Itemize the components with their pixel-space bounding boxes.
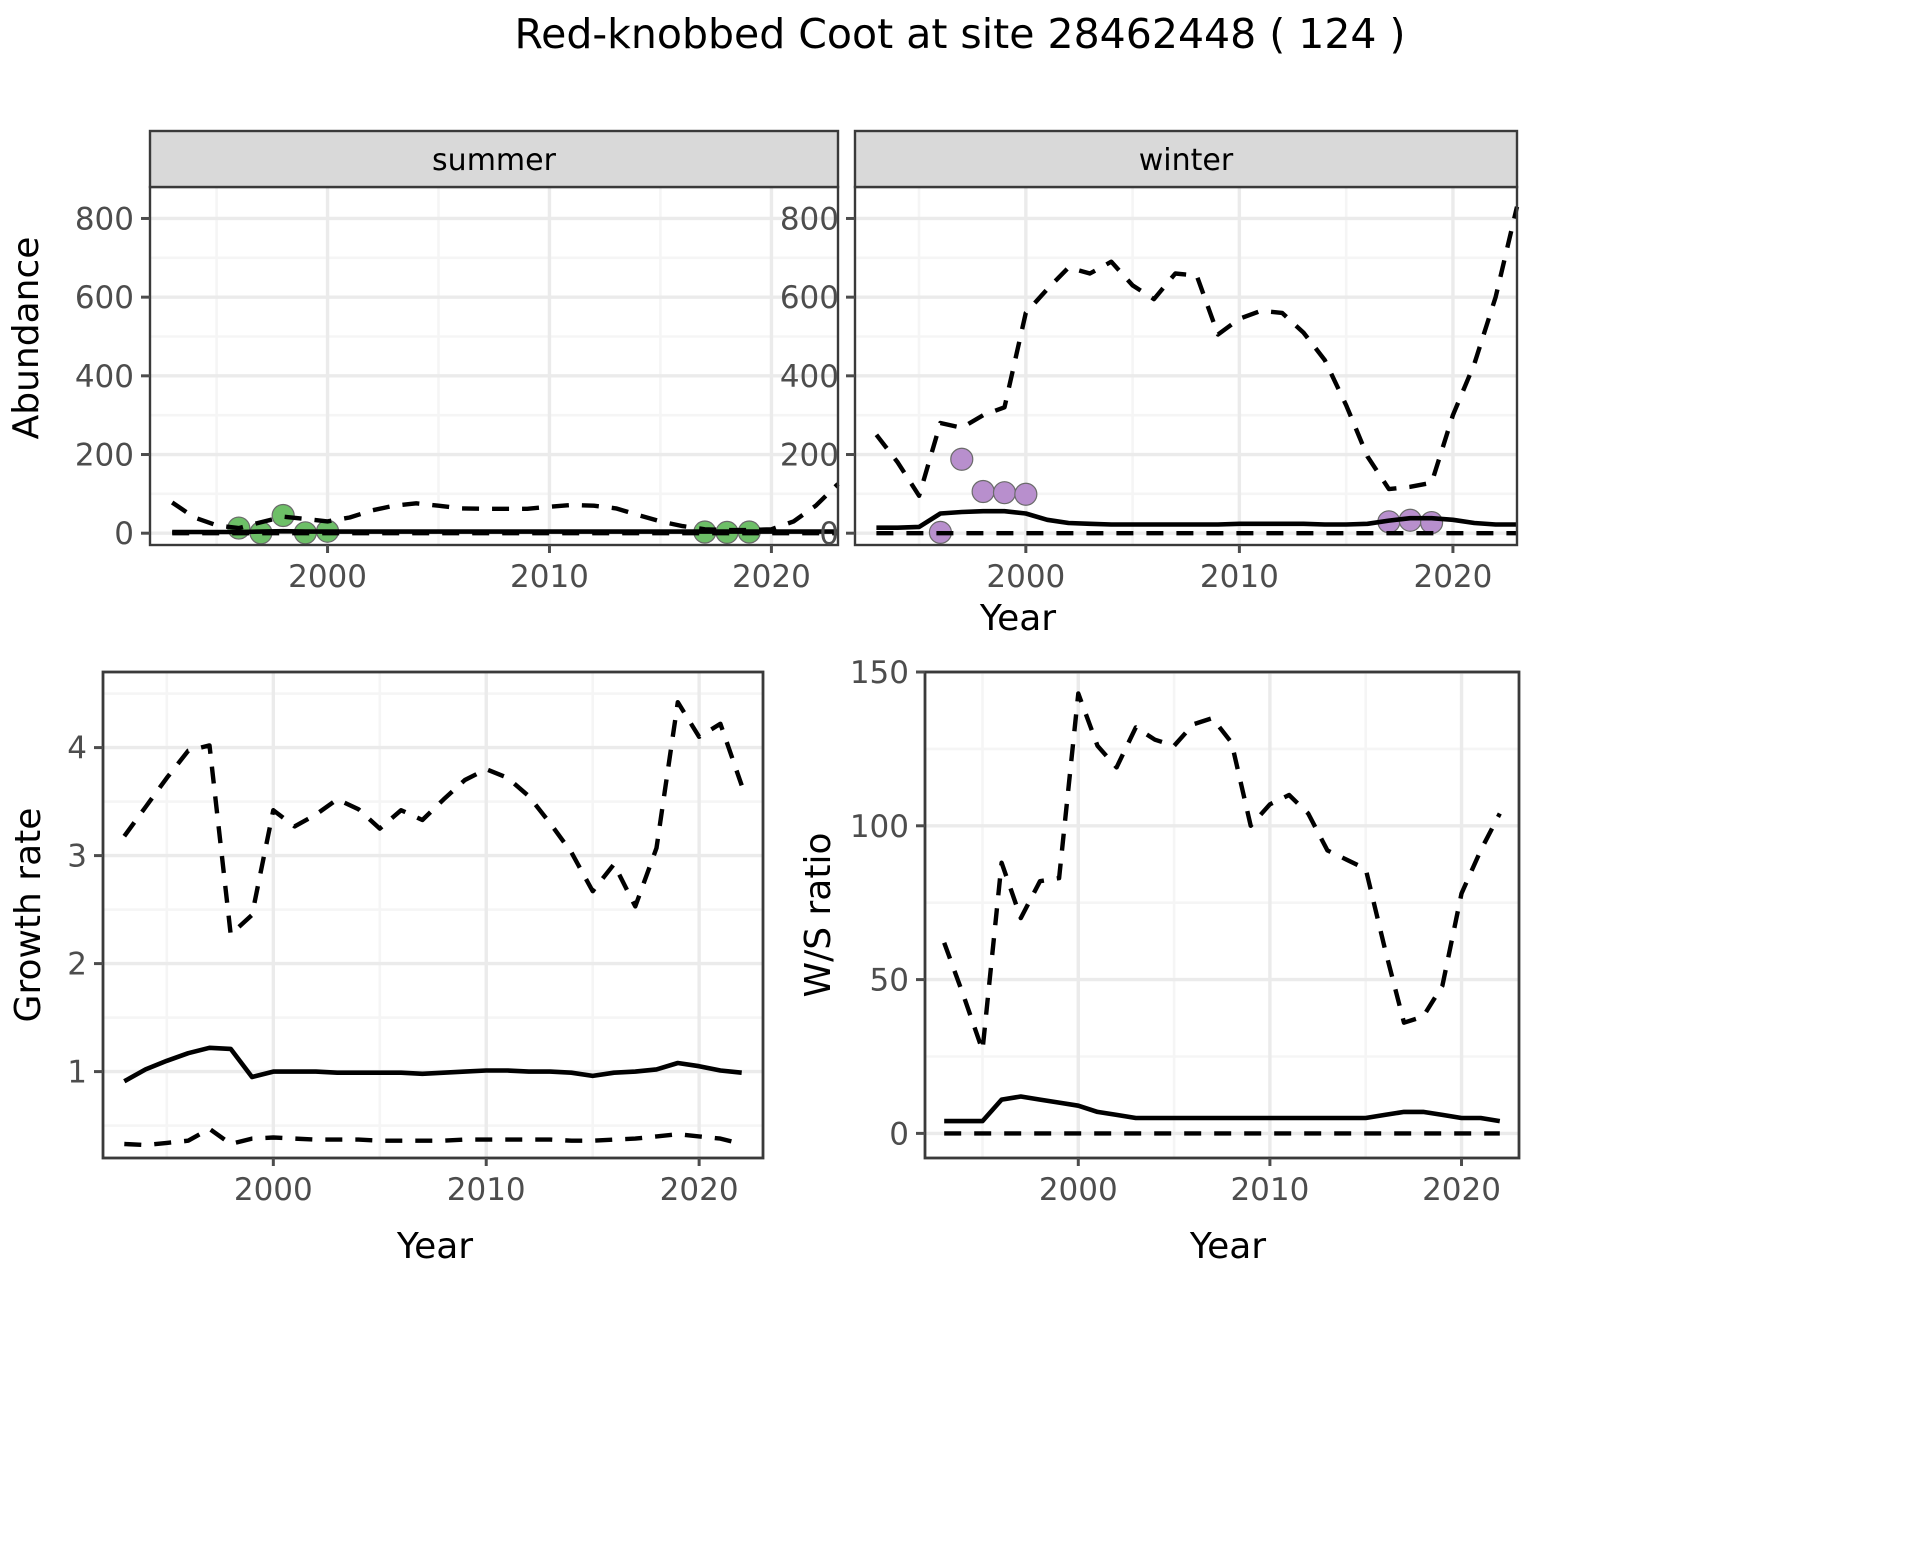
y-tick-label: 3 bbox=[67, 839, 87, 875]
confidence-band-line bbox=[170, 482, 840, 533]
facet-strip bbox=[148, 129, 840, 189]
y-tick-label: 0 bbox=[819, 516, 839, 552]
panel-background bbox=[855, 187, 1517, 545]
x-tick-label: 2010 bbox=[1200, 559, 1279, 595]
y-tick-label: 200 bbox=[75, 438, 134, 474]
data-point bbox=[950, 447, 974, 471]
y-tick-label: 600 bbox=[780, 280, 839, 316]
x-tick-label: 2010 bbox=[447, 1172, 526, 1208]
x-tick-label: 2000 bbox=[986, 559, 1065, 595]
panel-background bbox=[150, 187, 838, 545]
growth-x-axis-label: Year bbox=[396, 1226, 473, 1267]
y-tick-label: 800 bbox=[75, 201, 134, 237]
growth-y-axis-label: Growth rate bbox=[8, 808, 49, 1023]
y-tick-label: 200 bbox=[780, 438, 839, 474]
wsratio-x-axis-label: Year bbox=[1189, 1226, 1266, 1267]
wsratio-y-axis-label: W/S ratio bbox=[798, 832, 839, 997]
abundance-y-axis-label: Abundance bbox=[6, 237, 47, 440]
panel-background bbox=[925, 672, 1519, 1158]
y-tick-label: 0 bbox=[114, 516, 134, 552]
abundance-x-axis-label: Year bbox=[979, 598, 1056, 639]
x-tick-label: 2020 bbox=[660, 1172, 739, 1208]
x-tick-label: 2010 bbox=[1230, 1172, 1309, 1208]
data-point bbox=[971, 479, 995, 504]
trend-line bbox=[123, 1045, 742, 1084]
x-tick-label: 2020 bbox=[1413, 559, 1492, 595]
y-tick-label: 1 bbox=[67, 1055, 87, 1091]
panel-background bbox=[103, 672, 763, 1158]
facet-strip-label: winter bbox=[1139, 143, 1234, 178]
data-point bbox=[1014, 482, 1038, 506]
confidence-band-line bbox=[122, 700, 744, 937]
y-tick-label: 4 bbox=[67, 731, 87, 767]
trend-line bbox=[944, 1094, 1501, 1124]
y-tick-label: 50 bbox=[870, 963, 909, 999]
x-tick-label: 2020 bbox=[1422, 1172, 1501, 1208]
page-title: Red-knobbed Coot at site 28462448 ( 124 … bbox=[514, 10, 1405, 58]
facet-strip bbox=[853, 129, 1519, 189]
y-tick-label: 150 bbox=[850, 655, 909, 691]
panel-border bbox=[923, 670, 1521, 1160]
trend-line bbox=[876, 508, 1517, 530]
y-tick-label: 600 bbox=[75, 280, 134, 316]
x-tick-label: 2000 bbox=[234, 1172, 313, 1208]
y-tick-label: 100 bbox=[850, 809, 909, 845]
confidence-band-line bbox=[874, 206, 1520, 498]
x-tick-label: 2010 bbox=[510, 559, 589, 595]
y-tick-label: 400 bbox=[780, 359, 839, 395]
x-tick-label: 2000 bbox=[288, 559, 367, 595]
data-point bbox=[992, 481, 1017, 505]
panel-ws-ratio: 2000 2010 2020 0 50 100 150 bbox=[850, 655, 1521, 1208]
y-tick-label: 800 bbox=[780, 201, 839, 237]
y-tick-label: 0 bbox=[889, 1116, 909, 1152]
confidence-band-line bbox=[942, 691, 1502, 1053]
y-tick-label: 400 bbox=[75, 359, 134, 395]
panel-abundance-winter: winter 2000 2010 2020 0 200 400 600 800 bbox=[780, 129, 1520, 595]
panel-growth-rate: 2000 2010 2020 1 2 3 4 bbox=[67, 670, 765, 1208]
x-tick-label: 2000 bbox=[1039, 1172, 1118, 1208]
data-point bbox=[271, 503, 295, 528]
confidence-band-line bbox=[124, 1126, 743, 1148]
y-tick-label: 2 bbox=[67, 947, 87, 983]
facet-strip-label: summer bbox=[432, 143, 557, 178]
panel-border bbox=[101, 670, 765, 1160]
data-point bbox=[1419, 510, 1444, 535]
x-tick-label: 2020 bbox=[732, 559, 811, 595]
